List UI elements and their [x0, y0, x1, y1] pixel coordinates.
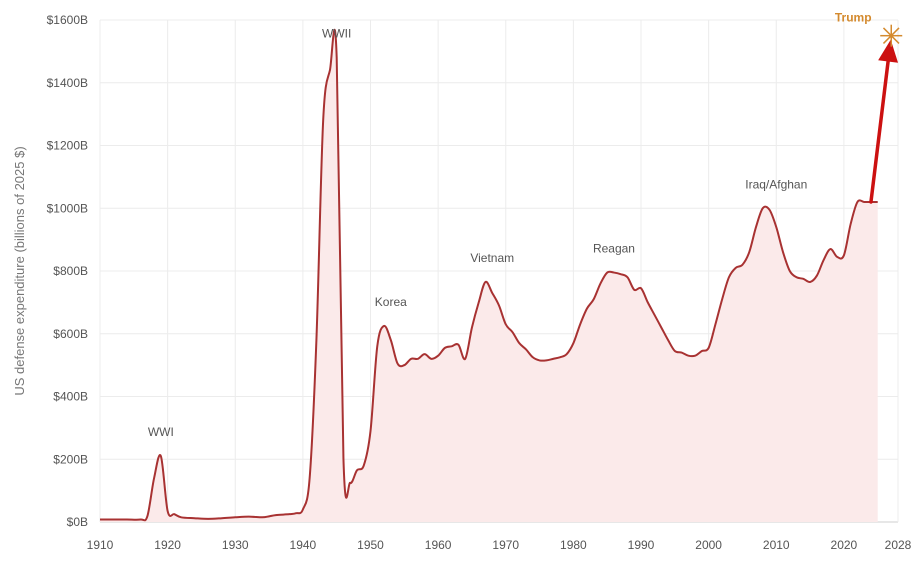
y-tick-label: $400B: [53, 390, 88, 404]
star-ray: [882, 35, 892, 44]
x-tick-label: 1960: [425, 538, 452, 552]
annotation-trump: Trump: [835, 11, 872, 25]
star-ray: [890, 27, 900, 37]
spending-area-fill: [100, 29, 878, 522]
area-group: [99, 28, 878, 522]
y-tick-label: $1400B: [47, 76, 88, 90]
x-axis-ticks: 1910 1920 1930 1940 1950 1960 1970 1980 1990 2000…: [87, 538, 912, 552]
x-tick-label: 2010: [763, 538, 790, 552]
x-tick-label: 1910: [87, 538, 114, 552]
trump-star-icon: [880, 24, 903, 47]
annotation-wwii: WWII: [322, 27, 351, 41]
y-tick-label: $800B: [53, 264, 88, 278]
annotation-reagan: Reagan: [593, 242, 635, 256]
projection-group: [869, 24, 903, 204]
y-tick-label: $200B: [53, 452, 88, 466]
star-ray: [890, 35, 900, 44]
projection-arrowhead: [878, 39, 899, 63]
y-tick-label: $1000B: [47, 201, 88, 215]
star-ray: [882, 27, 892, 37]
y-tick-label: $1200B: [47, 139, 88, 153]
y-tick-label: $600B: [53, 327, 88, 341]
x-tick-label: 2000: [695, 538, 722, 552]
x-tick-label: 1990: [628, 538, 655, 552]
y-axis-ticks: $0B $200B $400B $600B $800B $1000B $1200B $1400…: [47, 13, 88, 529]
y-axis-title: US defense expenditure (billions of 2025…: [12, 146, 27, 395]
y-tick-label: $0B: [67, 515, 88, 529]
annotations: WWI WWII Korea Vietnam Reagan Iraq/Afghan Trum…: [148, 11, 872, 439]
annotation-vietnam: Vietnam: [470, 251, 514, 265]
annotation-iraq-afghan: Iraq/Afghan: [745, 177, 807, 191]
x-tick-label: 2028: [885, 538, 912, 552]
x-tick-label: 1940: [290, 538, 317, 552]
x-tick-label: 1920: [154, 538, 181, 552]
x-tick-label: 2020: [831, 538, 858, 552]
x-tick-label: 1950: [357, 538, 384, 552]
x-tick-label: 1930: [222, 538, 249, 552]
annotation-wwi: WWI: [148, 425, 174, 439]
annotation-korea: Korea: [375, 295, 407, 309]
projection-arrow: [869, 59, 890, 204]
spending-line: [99, 28, 878, 522]
x-tick-label: 1970: [492, 538, 519, 552]
y-tick-label: $1600B: [47, 13, 88, 27]
x-tick-label: 1980: [560, 538, 587, 552]
